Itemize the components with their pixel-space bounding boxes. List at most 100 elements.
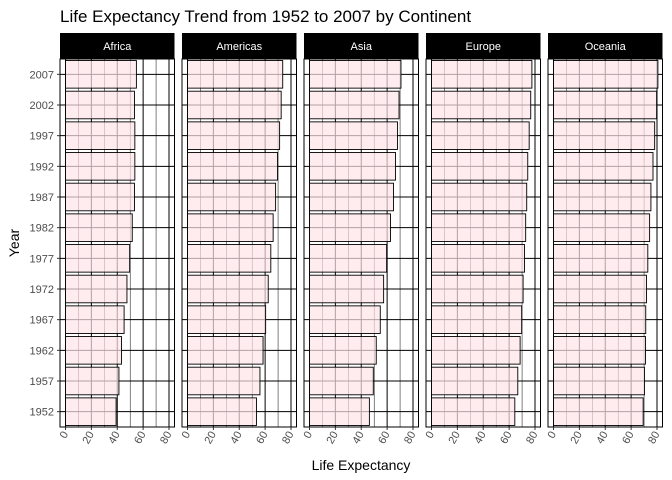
facet-europe: Europe 0 20 40 60 80 xyxy=(424,33,541,446)
x-tick-label: 40 xyxy=(594,430,611,447)
bar-oceania-1977 xyxy=(553,244,649,273)
bar-asia-1992 xyxy=(309,152,396,181)
bar-africa-1957 xyxy=(65,366,120,396)
bar-africa-1992 xyxy=(65,152,136,181)
bar-oceania-1967 xyxy=(553,305,647,334)
x-tick-label: 0 xyxy=(180,430,193,441)
x-tick-label: 20 xyxy=(80,430,97,447)
y-tick-label: 2002 xyxy=(30,100,54,112)
bar-europe-1987 xyxy=(431,182,528,212)
x-tick-label: 40 xyxy=(472,430,489,447)
bar-americas-1992 xyxy=(187,152,278,181)
x-axis-ticks-africa: 0 20 40 60 80 xyxy=(58,427,175,446)
x-tick-label: 40 xyxy=(106,430,123,447)
chart-title: Life Expectancy Trend from 1952 to 2007 … xyxy=(60,7,471,26)
bar-europe-2007 xyxy=(431,60,533,89)
bar-oceania-1987 xyxy=(553,182,652,212)
y-tick-label: 1952 xyxy=(30,407,54,419)
bar-americas-1952 xyxy=(187,397,257,426)
y-tick-label: 1982 xyxy=(30,223,54,235)
bar-africa-2007 xyxy=(65,60,137,89)
bar-asia-2007 xyxy=(309,60,402,89)
bar-europe-1952 xyxy=(431,397,516,426)
x-axis-ticks-oceania: 0 20 40 60 80 xyxy=(546,427,663,446)
x-tick-label: 20 xyxy=(324,430,341,447)
facet-label-africa: Africa xyxy=(103,41,132,53)
bar-europe-1967 xyxy=(431,305,523,334)
x-tick-label: 80 xyxy=(280,430,297,447)
bar-oceania-1972 xyxy=(553,274,647,304)
facet-africa: Africa 0 20 40 60 80 xyxy=(58,33,175,446)
bar-americas-1982 xyxy=(187,213,274,242)
bar-asia-1997 xyxy=(309,121,398,150)
facet-label-asia: Asia xyxy=(351,41,373,53)
bar-africa-1967 xyxy=(65,305,125,334)
facet-label-oceania: Oceania xyxy=(585,41,627,53)
bar-oceania-2002 xyxy=(553,90,658,120)
bar-asia-1972 xyxy=(309,274,385,304)
x-axis-ticks-americas: 0 20 40 60 80 xyxy=(180,427,297,446)
bar-europe-1962 xyxy=(431,336,521,365)
facet-strip-africa xyxy=(60,33,175,59)
x-axis-ticks-europe: 0 20 40 60 80 xyxy=(424,427,541,446)
y-tick-label: 1997 xyxy=(30,131,54,143)
bar-europe-1977 xyxy=(431,244,525,273)
facet-panels: Africa 0 20 40 60 80 Americas 0 20 40 60 80 Asia 0 20 4… xyxy=(58,33,663,446)
y-tick-label: 1957 xyxy=(30,376,54,388)
bar-africa-1972 xyxy=(65,274,128,304)
x-tick-label: 20 xyxy=(202,430,219,447)
bar-europe-1982 xyxy=(431,213,527,242)
facet-label-americas: Americas xyxy=(216,41,262,53)
bar-asia-2002 xyxy=(309,90,400,120)
bar-europe-1992 xyxy=(431,152,529,181)
bar-africa-1997 xyxy=(65,121,136,150)
facet-strip-oceania xyxy=(548,33,663,59)
bar-americas-1997 xyxy=(187,121,281,150)
gridlines xyxy=(182,59,297,427)
bar-americas-1977 xyxy=(187,244,272,273)
x-tick-label: 60 xyxy=(254,430,271,447)
x-tick-label: 0 xyxy=(58,430,71,441)
bar-americas-2002 xyxy=(187,90,282,120)
facet-strip-americas xyxy=(182,33,297,59)
x-tick-label: 0 xyxy=(302,430,315,441)
facet-asia: Asia 0 20 40 60 80 xyxy=(302,33,419,446)
bars-africa xyxy=(65,60,137,426)
bar-americas-1957 xyxy=(187,366,261,396)
x-tick-label: 40 xyxy=(350,430,367,447)
bar-oceania-1997 xyxy=(553,121,656,150)
bar-oceania-2007 xyxy=(553,60,659,89)
x-tick-label: 0 xyxy=(546,430,559,441)
bar-oceania-1982 xyxy=(553,213,651,242)
bar-americas-1972 xyxy=(187,274,269,304)
y-tick-label: 1972 xyxy=(30,284,54,296)
x-tick-label: 80 xyxy=(524,430,541,447)
bar-africa-1982 xyxy=(65,213,133,242)
bar-africa-1952 xyxy=(65,397,117,426)
bar-americas-1967 xyxy=(187,305,267,334)
bar-africa-2002 xyxy=(65,90,135,120)
bar-europe-2002 xyxy=(431,90,532,120)
x-tick-label: 80 xyxy=(646,430,663,447)
facet-oceania: Oceania 0 20 40 60 80 xyxy=(546,33,663,446)
x-axis-ticks-asia: 0 20 40 60 80 xyxy=(302,427,419,446)
x-tick-label: 60 xyxy=(498,430,515,447)
y-tick-label: 2007 xyxy=(30,69,54,81)
y-tick-label: 1992 xyxy=(30,161,54,173)
bar-asia-1977 xyxy=(309,244,388,273)
x-tick-label: 60 xyxy=(376,430,393,447)
facet-americas: Americas 0 20 40 60 80 xyxy=(180,33,297,446)
x-tick-label: 60 xyxy=(620,430,637,447)
bar-africa-1962 xyxy=(65,336,122,365)
y-axis-title: Year xyxy=(6,229,22,258)
x-tick-label: 80 xyxy=(158,430,175,447)
x-tick-label: 0 xyxy=(424,430,437,441)
bar-oceania-1957 xyxy=(553,366,645,396)
bar-africa-1987 xyxy=(65,182,135,212)
bar-oceania-1992 xyxy=(553,152,654,181)
bar-oceania-1962 xyxy=(553,336,646,365)
bar-europe-1997 xyxy=(431,121,530,150)
y-tick-label: 1987 xyxy=(30,192,54,204)
x-axis-title: Life Expectancy xyxy=(312,457,411,473)
